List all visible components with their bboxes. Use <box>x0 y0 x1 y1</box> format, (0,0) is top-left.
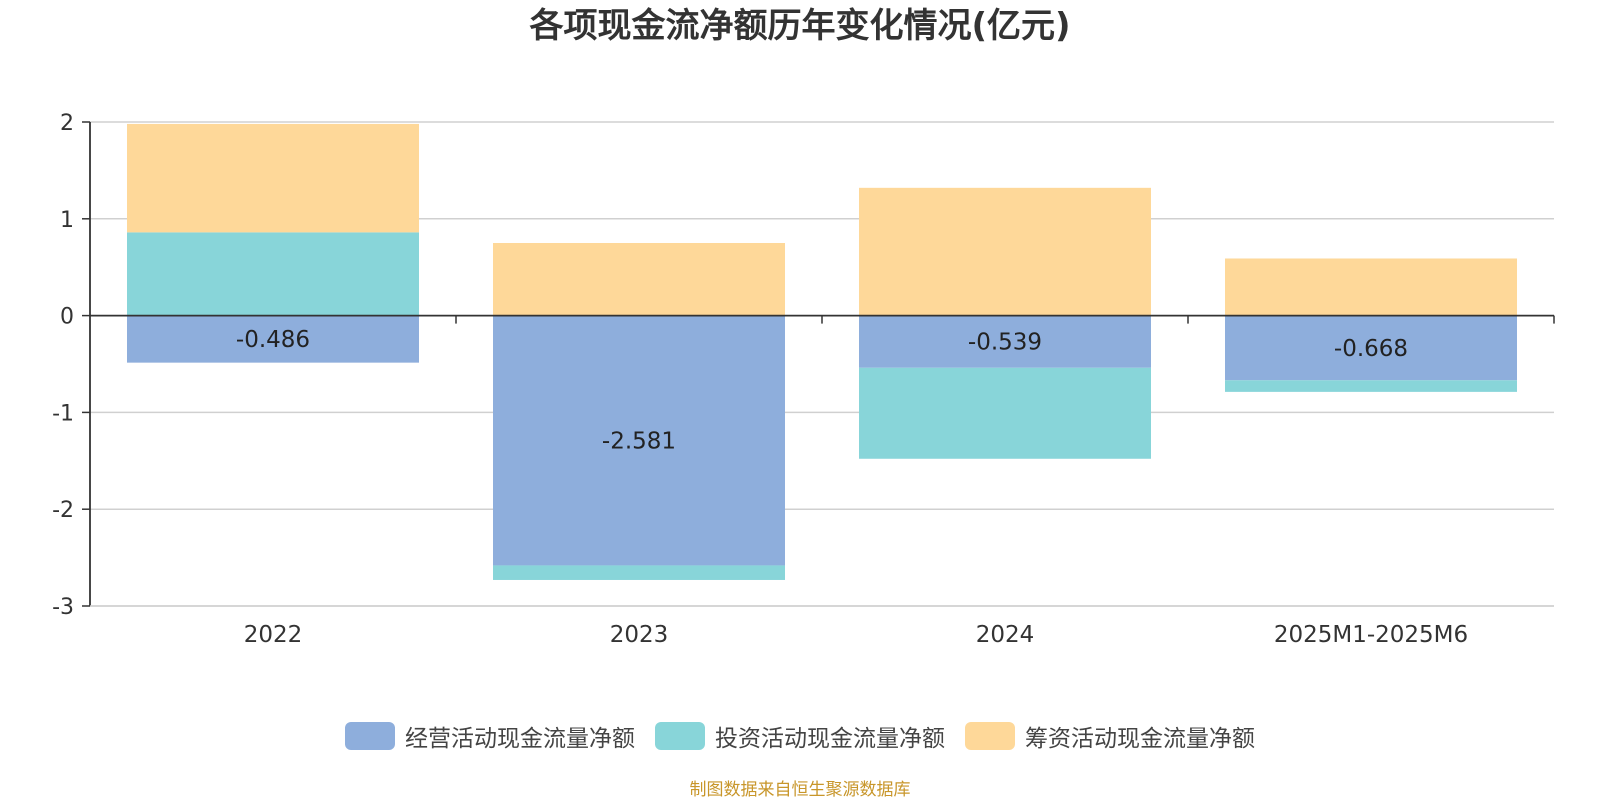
bar-segment-2 <box>127 232 419 316</box>
bar-segment-2 <box>493 565 785 580</box>
bar-segment-1 <box>859 315 1151 368</box>
bar-segment-2 <box>1225 380 1517 392</box>
x-tick-label: 2025M1-2025M6 <box>1274 622 1468 648</box>
data-label: -2.581 <box>602 429 676 455</box>
legend-swatch <box>965 722 1015 750</box>
data-labels: -0.486 -2.581 -0.539 -0.668 <box>236 327 1408 454</box>
bar-segment-3 <box>493 243 785 316</box>
x-tick-label: 2023 <box>610 622 669 648</box>
legend-label: 投资活动现金流量净额 <box>715 726 945 752</box>
bar-segment-3 <box>1225 258 1517 316</box>
legend-label: 筹资活动现金流量净额 <box>1025 726 1255 752</box>
legend-item-2[interactable]: 投资活动现金流量净额 <box>655 719 945 753</box>
data-label: -0.539 <box>968 330 1042 356</box>
bar-segment-1 <box>127 315 419 363</box>
data-label: -0.486 <box>236 327 310 353</box>
y-tick-label: 0 <box>60 305 74 330</box>
legend-item-1[interactable]: 经营活动现金流量净额 <box>345 719 635 753</box>
x-tick-label: 2022 <box>244 622 303 648</box>
bar-segment-1 <box>493 315 785 566</box>
y-tick-label: -3 <box>52 595 74 620</box>
bar-segment-3 <box>859 187 1151 316</box>
y-tick-label: 1 <box>60 208 74 233</box>
legend-swatch <box>655 722 705 750</box>
bar-segment-1 <box>1225 315 1517 381</box>
legend-item-3[interactable]: 筹资活动现金流量净额 <box>965 719 1255 753</box>
bars <box>127 123 1517 580</box>
source-note: 制图数据来自恒生聚源数据库 <box>689 780 911 800</box>
chart-title: 各项现金流净额历年变化情况(亿元) <box>529 6 1071 46</box>
y-tick-label: 2 <box>60 111 74 136</box>
x-tick-label: 2024 <box>976 622 1035 648</box>
legend: 经营活动现金流量净额 投资活动现金流量净额 筹资活动现金流量净额 <box>0 718 1600 754</box>
legend-swatch <box>345 722 395 750</box>
bar-segment-3 <box>127 123 419 233</box>
stacked-bar-chart: 2 1 0 -1 -2 -3 2022 2023 2024 2025M1-2025M6 -0.48… <box>52 111 1555 648</box>
data-label: -0.668 <box>1334 336 1408 362</box>
y-tick-label: -1 <box>52 401 74 426</box>
y-tick-label: -2 <box>52 498 74 523</box>
legend-label: 经营活动现金流量净额 <box>405 726 635 752</box>
axes: 2 1 0 -1 -2 -3 2022 2023 2024 2025M1-2025M6 <box>52 111 1555 648</box>
bar-segment-2 <box>859 367 1151 459</box>
